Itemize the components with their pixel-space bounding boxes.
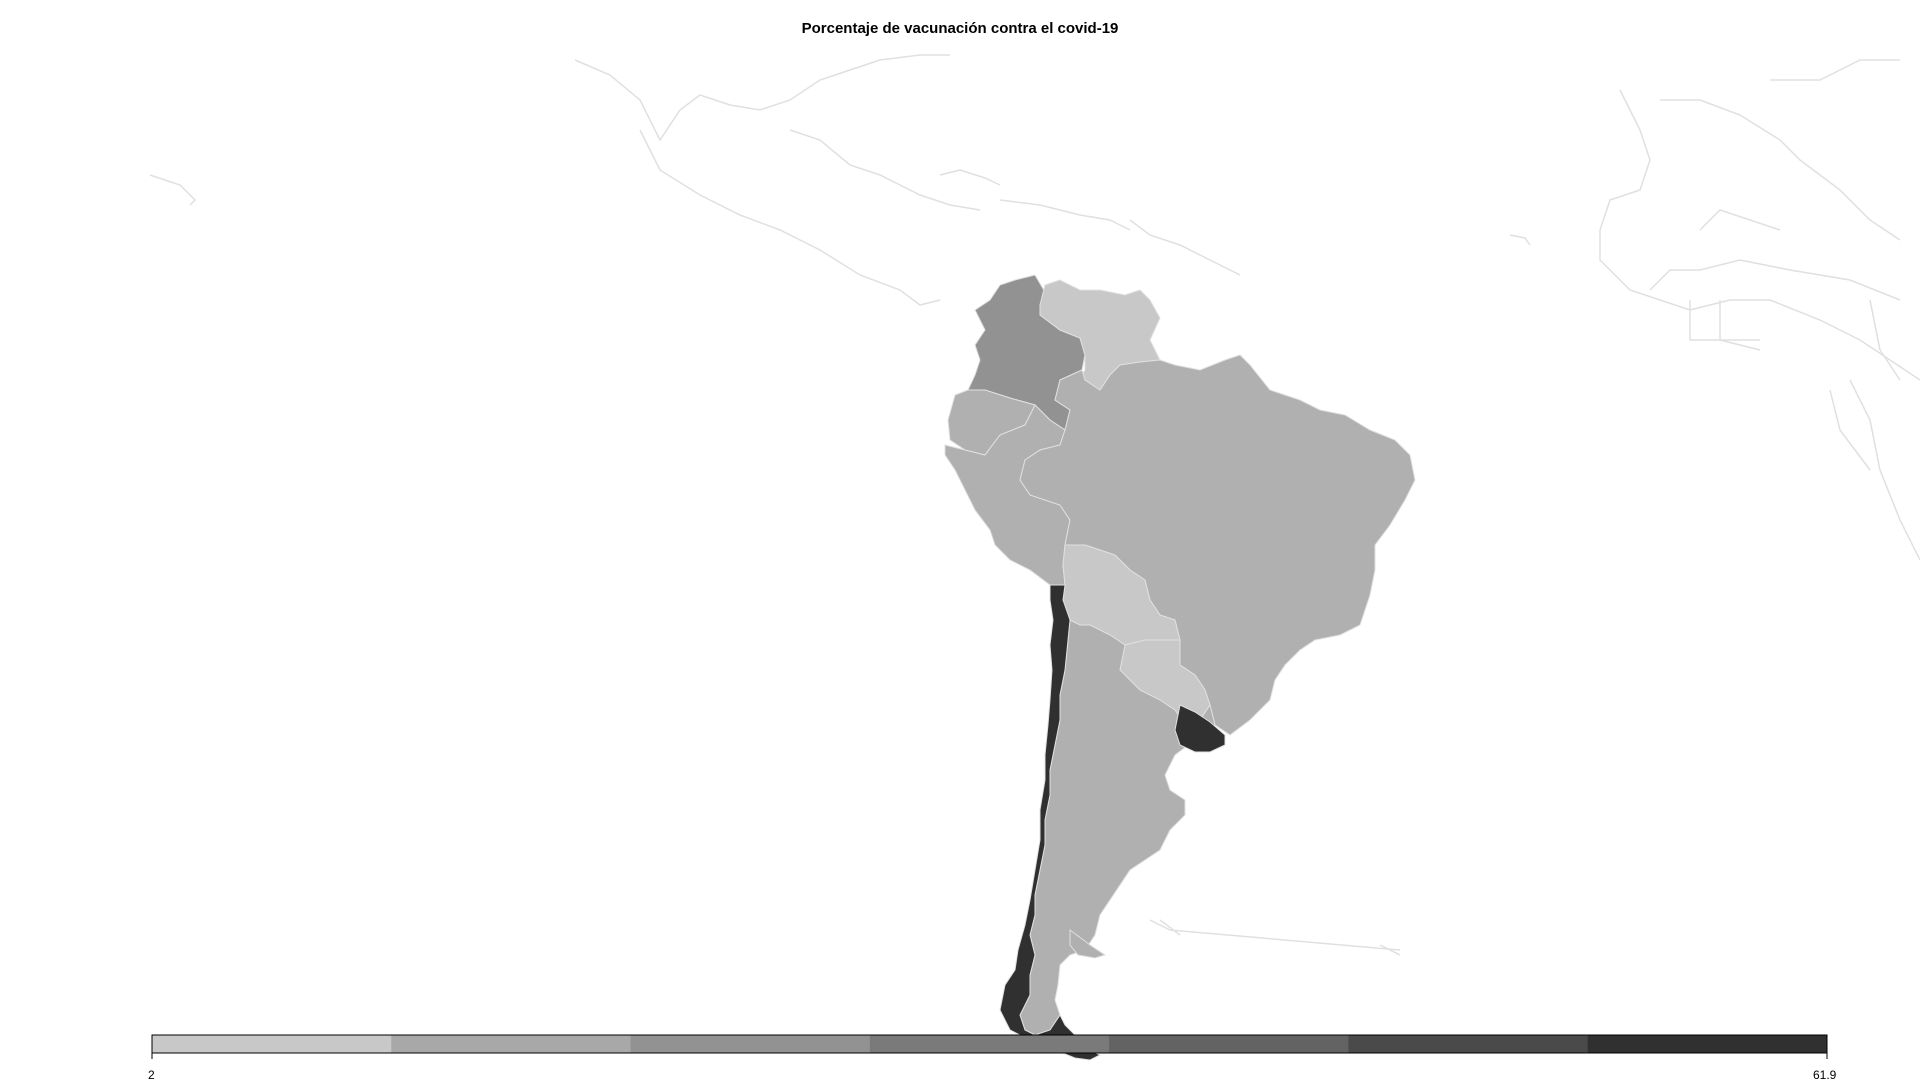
country-argentina-tdf bbox=[1069, 929, 1107, 959]
legend-frame bbox=[151, 1034, 1828, 1054]
legend-swatch bbox=[869, 1035, 1110, 1053]
legend-swatch bbox=[630, 1035, 871, 1053]
legend-color-bar bbox=[151, 1034, 1828, 1059]
legend-swatch bbox=[152, 1035, 392, 1053]
country-shapes bbox=[944, 274, 1416, 1061]
background-landmass bbox=[149, 54, 1920, 956]
legend-min-label: 2 bbox=[148, 1068, 155, 1082]
legend-swatch bbox=[1348, 1035, 1589, 1053]
legend-swatch bbox=[1587, 1035, 1828, 1053]
country-uruguay bbox=[1174, 704, 1226, 753]
map-title: Porcentaje de vacunación contra el covid… bbox=[801, 20, 1119, 37]
country-chile bbox=[999, 584, 1102, 1061]
legend-max-label: 61.9 bbox=[1813, 1068, 1837, 1082]
legend-swatch bbox=[1109, 1035, 1349, 1053]
legend-swatch bbox=[391, 1035, 632, 1053]
